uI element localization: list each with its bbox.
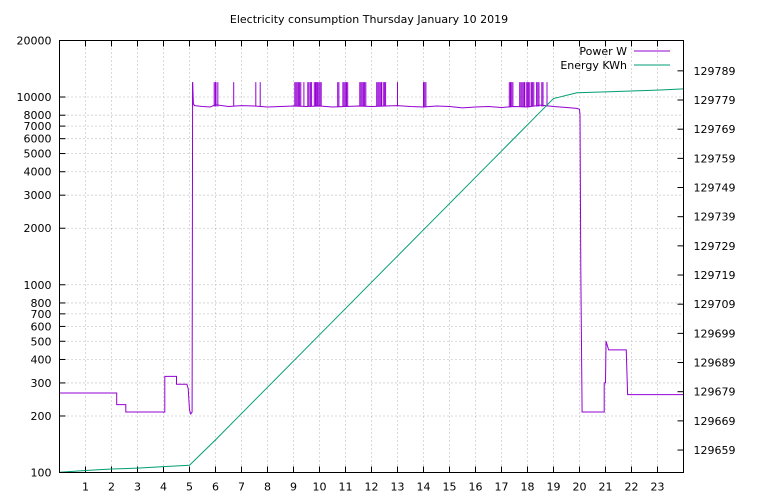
x-tick-label: 2 xyxy=(108,481,115,494)
x-tick-label: 6 xyxy=(212,481,219,494)
x-tick-label: 19 xyxy=(547,481,561,494)
left-tick-label: 700 xyxy=(31,308,52,321)
left-tick-label: 800 xyxy=(31,297,52,310)
x-tick-label: 18 xyxy=(521,481,535,494)
right-tick-label: 129749 xyxy=(694,182,736,195)
right-tick-label: 129759 xyxy=(694,152,736,165)
x-axis: 1 2 3 4 5 6 7 8 9 10 11 12 13 14 15 16 17 18 19 20 21 22 23 xyxy=(82,40,665,494)
chart-title: Electricity consumption Thursday January… xyxy=(230,13,508,26)
x-tick-label: 4 xyxy=(160,481,167,494)
legend-label-power-w: Power W xyxy=(579,45,627,58)
left-tick-label: 200 xyxy=(31,410,52,423)
right-tick-label: 129659 xyxy=(694,444,736,457)
left-tick-label: 400 xyxy=(31,353,52,366)
left-tick-label: 600 xyxy=(31,320,52,333)
x-tick-label: 1 xyxy=(82,481,89,494)
left-tick-label: 6000 xyxy=(24,133,52,146)
right-tick-label: 129789 xyxy=(694,65,736,78)
right-tick-label: 129679 xyxy=(694,386,736,399)
x-tick-label: 14 xyxy=(417,481,431,494)
right-tick-label: 129779 xyxy=(694,94,736,107)
legend-label-energy-kwh: Energy KWh xyxy=(560,59,627,72)
left-tick-label: 10000 xyxy=(17,91,52,104)
series-line-power-w xyxy=(59,82,684,416)
left-tick-label: 7000 xyxy=(24,120,52,133)
right-tick-label: 129769 xyxy=(694,123,736,136)
right-tick-label: 129719 xyxy=(694,269,736,282)
plot-frame xyxy=(59,40,684,473)
left-tick-label: 1000 xyxy=(24,279,52,292)
right-tick-label: 129699 xyxy=(694,327,736,340)
left-tick-label: 500 xyxy=(31,335,52,348)
grid xyxy=(59,40,684,473)
x-tick-label: 12 xyxy=(365,481,379,494)
left-tick-label: 5000 xyxy=(24,148,52,161)
x-tick-label: 17 xyxy=(495,481,509,494)
right-axis: 129659 129669 129679 129689 129699 129709 1297… xyxy=(677,65,736,457)
x-tick-label: 9 xyxy=(290,481,297,494)
x-tick-label: 5 xyxy=(186,481,193,494)
x-tick-label: 7 xyxy=(238,481,245,494)
x-tick-label: 21 xyxy=(599,481,613,494)
left-tick-label: 8000 xyxy=(24,109,52,122)
x-tick-label: 8 xyxy=(264,481,271,494)
x-tick-label: 20 xyxy=(573,481,587,494)
x-tick-label: 15 xyxy=(443,481,457,494)
x-tick-label: 10 xyxy=(313,481,327,494)
right-tick-label: 129729 xyxy=(694,240,736,253)
right-tick-label: 129669 xyxy=(694,415,736,428)
x-tick-label: 13 xyxy=(391,481,405,494)
left-tick-label: 4000 xyxy=(24,166,52,179)
x-tick-label: 11 xyxy=(339,481,353,494)
left-tick-label: 2000 xyxy=(24,222,52,235)
left-tick-label: 300 xyxy=(31,377,52,390)
right-tick-label: 129689 xyxy=(694,357,736,370)
x-tick-label: 23 xyxy=(651,481,665,494)
right-tick-label: 129709 xyxy=(694,298,736,311)
right-tick-label: 129739 xyxy=(694,211,736,224)
series-layer xyxy=(59,82,684,473)
left-tick-label: 100 xyxy=(31,467,52,480)
x-tick-label: 3 xyxy=(134,481,141,494)
series-line-energy-kwh xyxy=(59,88,684,473)
x-tick-label: 16 xyxy=(469,481,483,494)
x-tick-label: 22 xyxy=(625,481,639,494)
left-tick-label: 3000 xyxy=(24,189,52,202)
left-tick-label: 20000 xyxy=(17,35,52,48)
